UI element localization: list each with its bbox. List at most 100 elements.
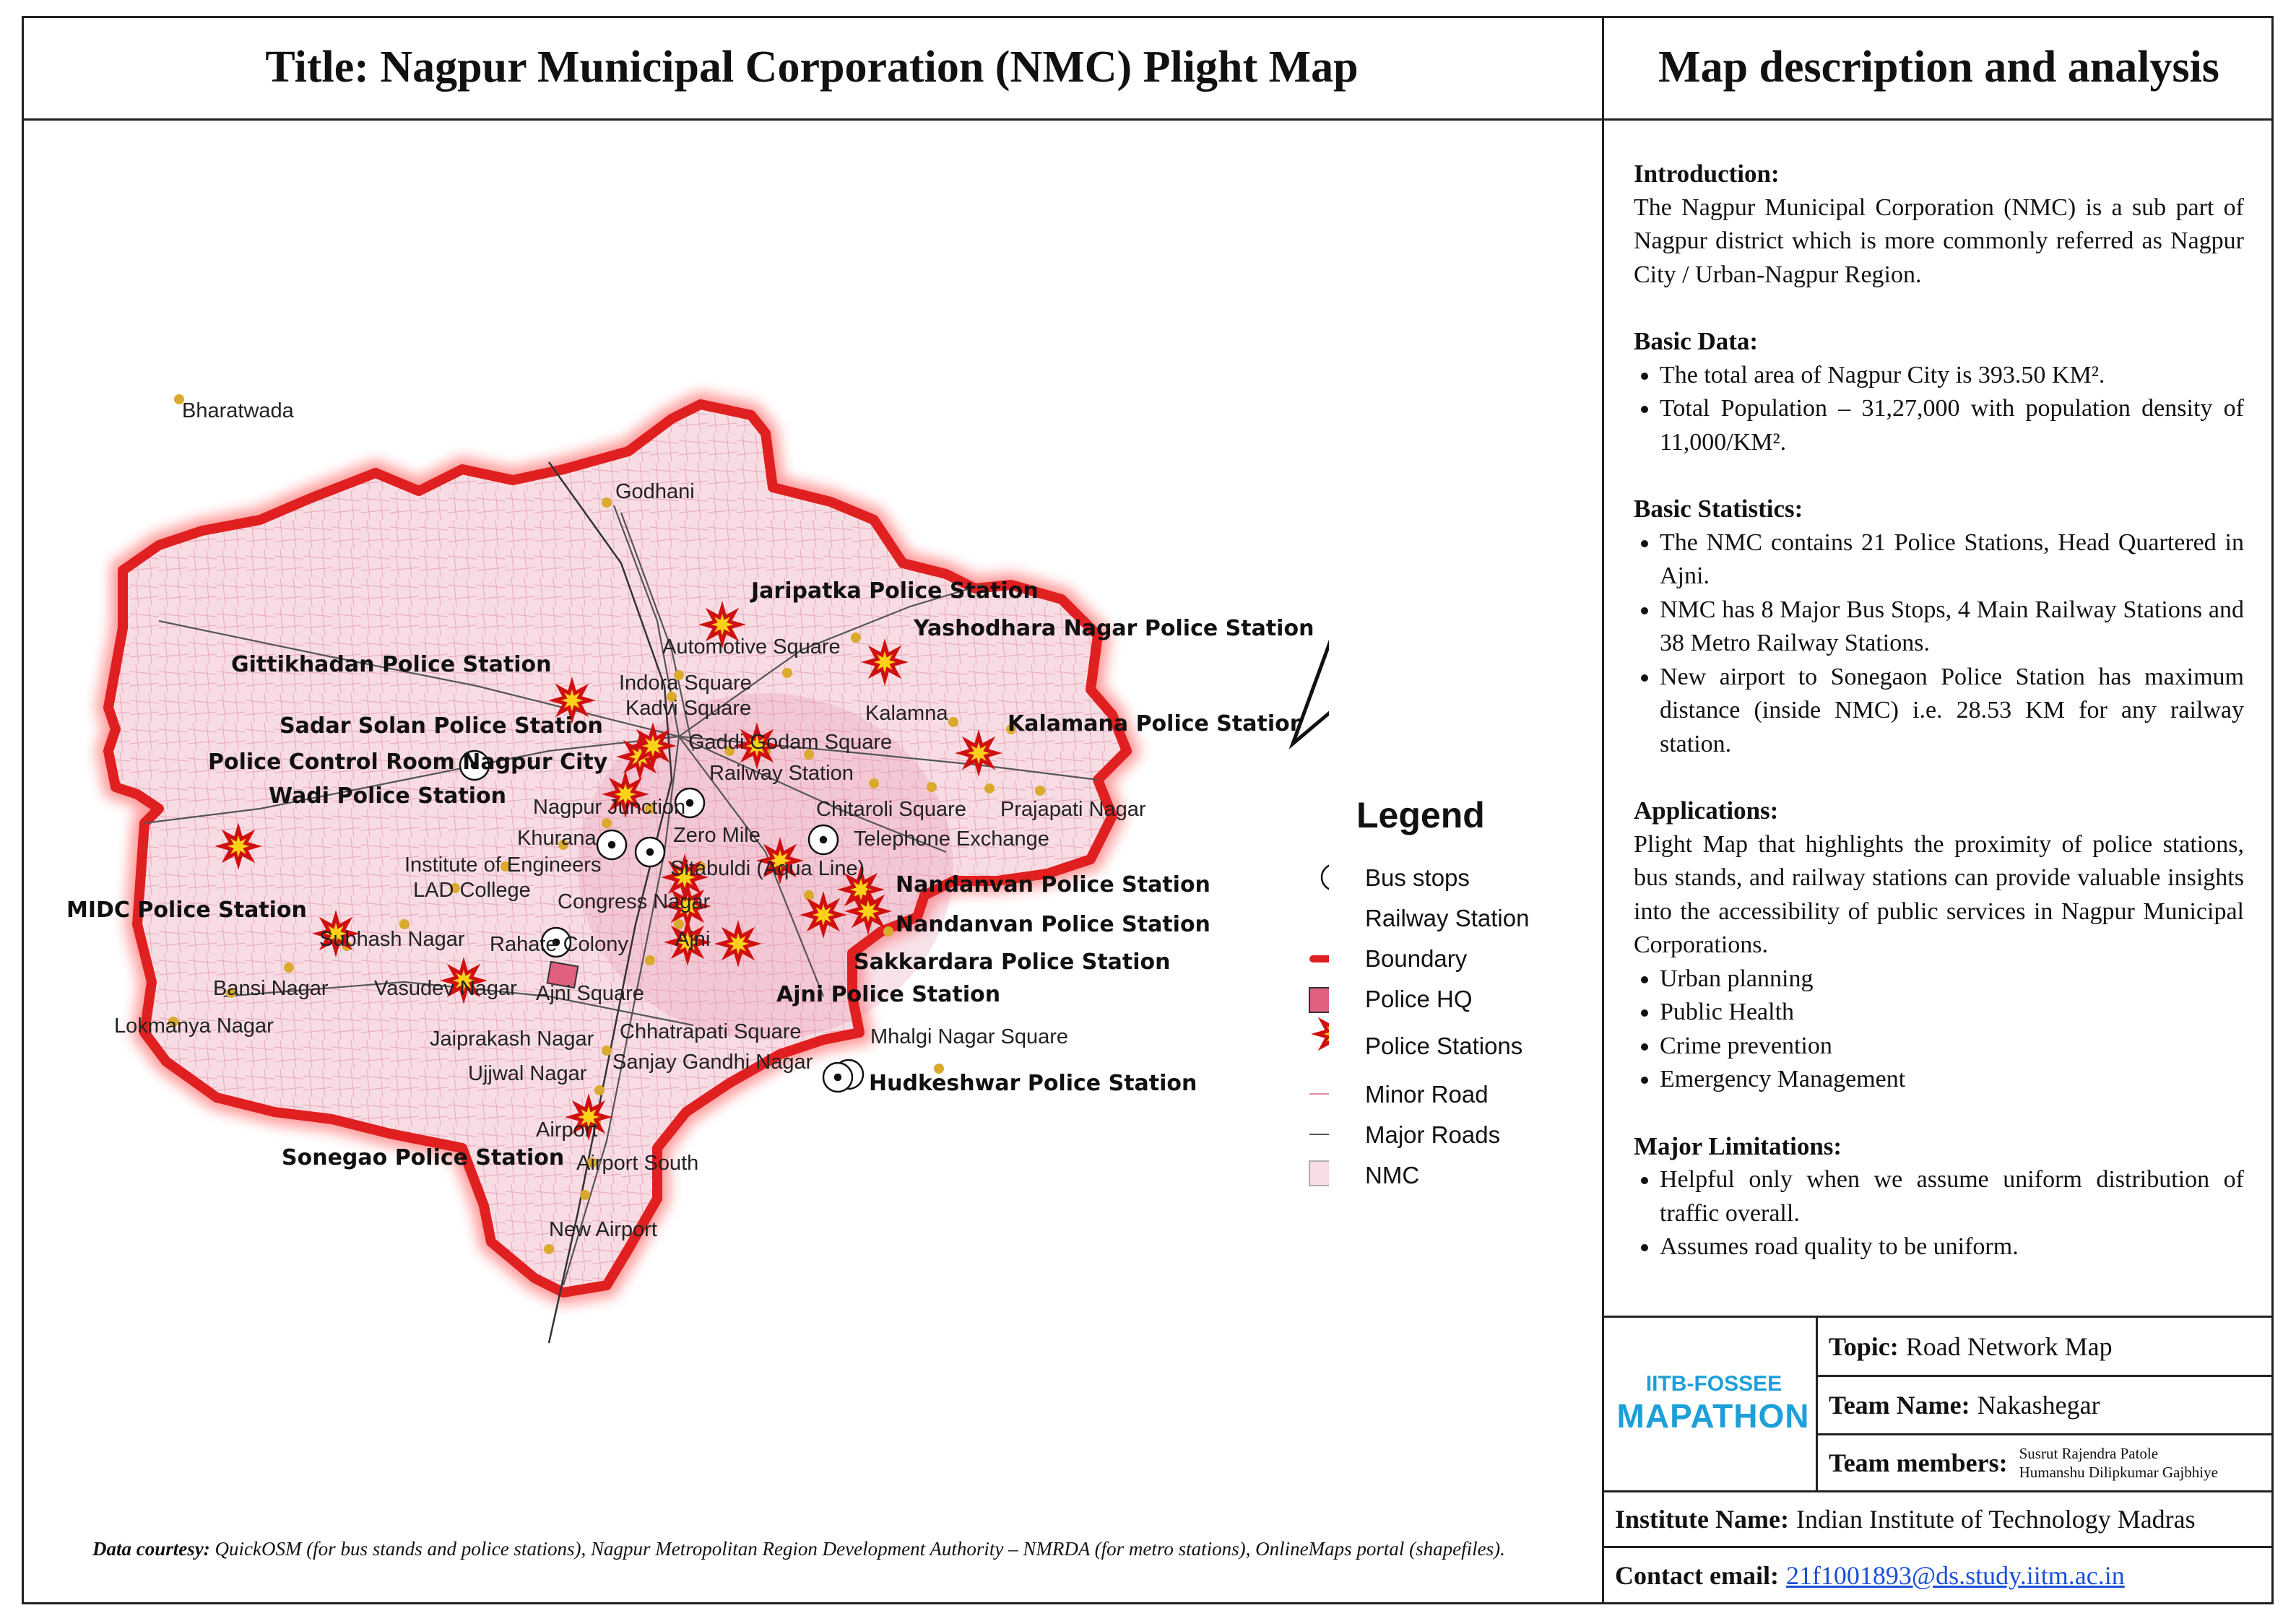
info-divider [1817, 1433, 2274, 1435]
railway-station-dot [869, 778, 879, 788]
place-label: Ujjwal Nagar [468, 1062, 587, 1085]
railway-station-dot [927, 782, 937, 792]
list-item: Urban planning [1660, 962, 2244, 996]
list-item: New airport to Sonegaon Police Station h… [1660, 661, 2244, 762]
bus-stop-icon [1320, 864, 1329, 890]
place-label: Lokmanya Nagar [114, 1014, 274, 1038]
stats-list: The NMC contains 21 Police Stations, Hea… [1634, 526, 2244, 762]
railway-station-dot [558, 840, 568, 850]
railway-station-dot [667, 692, 677, 702]
place-label: Telephone Exchange [854, 827, 1049, 851]
courtesy-text: QuickOSM (for bus stands and police stat… [215, 1538, 1505, 1560]
list-item: Crime prevention [1660, 1030, 2244, 1064]
railway-station-dot [804, 749, 814, 760]
logo-main: MAPATHON [1616, 1397, 1810, 1435]
column-divider [1602, 16, 1604, 1604]
legend-label: Major Roads [1365, 1121, 1501, 1148]
major-roads [144, 505, 1099, 1286]
team-label: Team Name: [1829, 1391, 1970, 1420]
bus-stop-marker [822, 1061, 854, 1093]
police-star-icon [215, 822, 262, 870]
stats-heading: Basic Statistics: [1634, 495, 1803, 523]
list-item: The NMC contains 21 Police Stations, Hea… [1660, 526, 2244, 594]
police-station-label: Nandanvan Police Station [896, 872, 1210, 898]
place-label: Mhalgi Nagar Square [870, 1025, 1068, 1048]
place-label: Kalamna [865, 702, 948, 725]
legend-title: Legend [1356, 795, 1485, 835]
police-star-icon [602, 770, 649, 818]
data-courtesy: Data courtesy: QuickOSM (for bus stands … [92, 1538, 1505, 1560]
place-label: Railway Station [709, 762, 854, 785]
railway-station-dot [602, 818, 612, 828]
railway-station-dot [602, 1046, 612, 1056]
place-label: New Airport [549, 1218, 657, 1241]
place-label: Indora Square [619, 672, 752, 695]
police-station-label: Ajni Police Station [776, 982, 1000, 1007]
page-title: Title: Nagpur Municipal Corporation (NMC… [265, 42, 1359, 92]
team-cell: Team Name: Nakashegar [1829, 1377, 2100, 1433]
police-station-label: Kalamana Police Station [1008, 711, 1305, 736]
page-frame [22, 16, 2274, 1604]
place-label: Gaddi Godam Square [688, 731, 892, 754]
railway-station-dot [948, 717, 958, 727]
info-divider [1604, 1490, 2274, 1492]
bus-stops [459, 749, 865, 1093]
police-star-icon [629, 722, 677, 770]
bus-stop-marker [807, 824, 839, 856]
north-arrow-icon [1288, 639, 1329, 749]
police-star-icon [733, 722, 781, 770]
police-star-icon [664, 918, 711, 966]
place-label: Chhatrapati Square [620, 1020, 802, 1043]
place-label: Airport [536, 1118, 597, 1142]
place-label: Prajapati Nagar [1000, 798, 1146, 821]
topic-cell: Topic: Road Network Map [1829, 1318, 2113, 1375]
legend-symbols [1309, 864, 1329, 1186]
railway-station-dot [450, 883, 460, 893]
railway-station-dot [883, 926, 893, 936]
police-star-icon [861, 638, 909, 686]
railway-station-dot [580, 1190, 590, 1200]
police-star-icon [548, 677, 596, 724]
railway-station-dot [1035, 786, 1045, 796]
list-item: Assumes road quality to be uniform. [1660, 1230, 2244, 1264]
list-item: Emergency Management [1660, 1063, 2244, 1097]
police-station-label: Nandanvan Police Station [896, 912, 1210, 937]
members-label: Team members: [1829, 1448, 2008, 1477]
legend-label: Minor Road [1365, 1081, 1489, 1108]
police-star-icon [312, 910, 360, 957]
railway-station-dot [168, 1017, 178, 1027]
legend-label: Bus stops [1365, 864, 1470, 891]
railway-station-dot [174, 394, 184, 404]
railway-station-dot [594, 1085, 605, 1095]
list-item: Helpful only when we assume uniform dist… [1660, 1163, 2244, 1230]
intro-text: The Nagpur Municipal Corporation (NMC) i… [1634, 194, 2244, 288]
bus-stop-marker [540, 926, 572, 958]
police-station-label: Hudkeshwar Police Station [869, 1071, 1197, 1096]
place-label: Nagpur Junction [533, 796, 685, 819]
bus-stop-marker [674, 787, 706, 819]
place-label: Automotive Square [662, 635, 841, 659]
place-label: Kadvi Square [625, 697, 751, 720]
place-label: Sanjay Gandhi Nagar [612, 1051, 813, 1074]
police-station-label: Police Control Room Nagpur City [208, 749, 608, 775]
railway-station-dot [934, 1064, 944, 1074]
police-station-label: Jaripatka Police Station [750, 578, 1039, 604]
legend-label: Boundary [1365, 945, 1468, 972]
police-station-label: Yashodhara Nagar Police Station [913, 616, 1314, 641]
police-star-icon [698, 601, 746, 648]
applications-list: Urban planning Public Health Crime preve… [1634, 962, 2244, 1097]
info-divider [1604, 1546, 2274, 1548]
place-label: Jaiprakash Nagar [430, 1027, 594, 1051]
topic-label: Topic: [1829, 1331, 1899, 1361]
email-link[interactable]: 21f1001893@ds.study.iitm.ac.in [1785, 1561, 2125, 1590]
police-star-icon [756, 837, 804, 885]
legend-label: Police Stations [1365, 1033, 1523, 1059]
legend-label: NMC [1365, 1162, 1420, 1188]
police-station-markers [215, 601, 1002, 1141]
place-label: Ajni Square [536, 982, 644, 1005]
place-label: Khurana [517, 827, 597, 850]
place-label: Airport South [576, 1152, 698, 1175]
limitations-list: Helpful only when we assume uniform dist… [1634, 1163, 2244, 1264]
bus-stop-marker [459, 749, 490, 781]
list-item: Public Health [1660, 996, 2244, 1030]
